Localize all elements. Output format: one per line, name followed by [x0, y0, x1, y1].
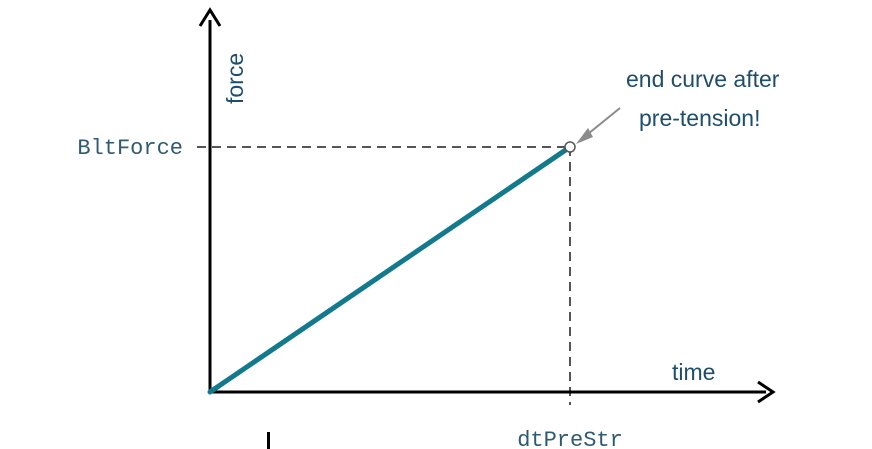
curve-end-point: [564, 141, 576, 153]
y-axis-arrowhead: [198, 7, 222, 27]
annotation-arrowhead: [576, 128, 593, 144]
x-axis-arrowhead: [757, 380, 776, 404]
x-axis-label: time: [672, 359, 715, 385]
dtprestr-tick-label: dtPreStr: [517, 428, 623, 449]
annotation-line-1: end curve after: [626, 66, 780, 92]
y-axis-label: force: [222, 53, 248, 104]
pretension-force-curve: [207, 144, 573, 395]
annotation-line-2: pre-tension!: [639, 105, 760, 131]
stray-mark: [267, 432, 270, 449]
series-layer: [207, 141, 576, 395]
bltforce-tick-label: BltForce: [77, 136, 183, 161]
